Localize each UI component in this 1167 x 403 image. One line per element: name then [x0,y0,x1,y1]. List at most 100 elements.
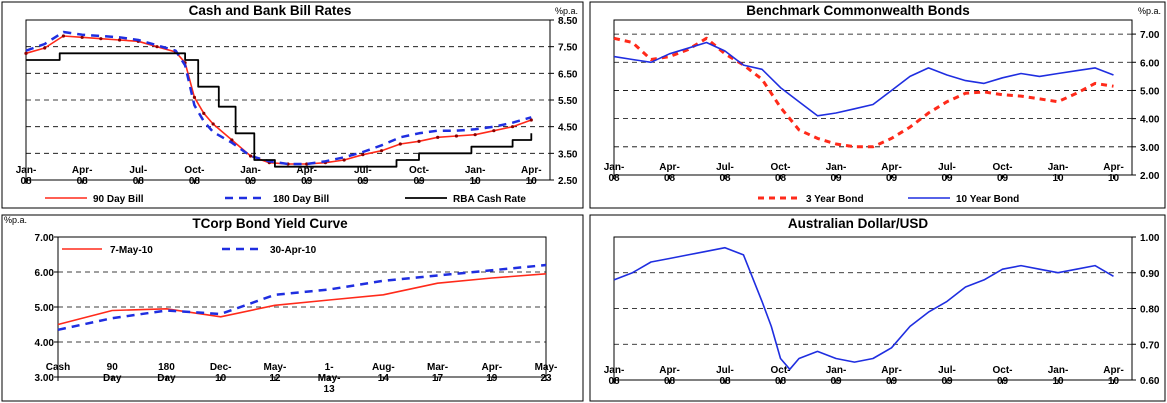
chart-benchmark-commonwealth-bonds: Benchmark Commonwealth Bonds %p.a. 7.00 6.0… [588,0,1167,210]
chart-title: Benchmark Commonwealth Bonds [746,3,970,18]
x-tick-label: Apr-08 [659,365,680,387]
y-tick-label: 0.70 [1140,340,1160,351]
chart-aud-usd: Australian Dollar/USD 1.00 0.90 0.80 0.70 0.6… [588,213,1167,403]
x-tick-label: Jan-08 [16,165,37,187]
series-line-rba-cash-rate [26,52,533,168]
plot-area [613,19,1133,176]
x-tick-label: Jan-10 [1048,365,1069,387]
y-tick-label: 3.00 [1140,143,1160,154]
series-point-90-day-bill [192,95,197,99]
x-tick-label: Apr-08 [659,162,680,184]
x-tick-label: Apr-10 [1103,365,1124,387]
y-tick-label: 0.80 [1140,305,1160,316]
x-tick-label: Oct-08 [771,365,791,387]
y-tick-label: 3.00 [35,373,55,384]
chart-tcorp-bond-yield-curve: TCorp Bond Yield Curve %p.a. 7.00 6.00 5.00 4… [0,213,585,403]
x-tick-label: Apr-09 [881,365,902,387]
y-tick-label: 6.00 [35,268,55,279]
chart-title: Cash and Bank Bill Rates [189,3,352,18]
series-point-90-day-bill [510,125,515,129]
series-point-90-day-bill [454,134,459,138]
y-tick-label: 2.50 [558,176,578,187]
legend-label: 180 Day Bill [273,194,329,205]
y-tick-label: 7.00 [35,233,55,244]
series-point-90-day-bill [155,45,159,49]
x-tick-label: Apr-10 [1103,162,1124,184]
x-tick-label: Apr-10 [521,165,542,187]
chart-title: Australian Dollar/USD [788,216,929,231]
series-point-90-day-bill [436,135,440,139]
y-tick-label: 1.00 [1140,233,1160,244]
x-tick-label: Oct-09 [993,365,1013,387]
series-point-90-day-bill [398,142,402,146]
series-point-90-day-bill [342,158,346,162]
chart-cash-bank-bill-rates: Cash and Bank Bill Rates %p.a. 8.50 7.50 6.5… [0,0,585,210]
x-tick-label: Jul-09 [938,162,956,184]
series-point-90-day-bill [417,139,421,143]
x-tick-label: Jan-09 [240,165,261,187]
legend-label: 3 Year Bond [806,194,864,205]
x-tick-label: May-23 [535,362,558,384]
legend-label: 7-May-10 [110,245,153,256]
y-tick-label: 4.00 [35,338,55,349]
legend-label: RBA Cash Rate [453,194,526,205]
x-tick-label: Jul-08 [716,162,734,184]
x-tick-label: Apr-09 [881,162,902,184]
x-tick-label: Oct-09 [993,162,1013,184]
y-unit-label: %p.a. [4,215,27,225]
series-line-aud-usd [613,246,1114,371]
y-unit-label: %p.a. [555,6,578,16]
series-line-180-day-bill [25,30,532,166]
y-tick-label: 2.00 [1140,171,1160,182]
x-tick-label: 180 Day [157,362,176,384]
y-tick-label: 4.00 [1140,115,1160,126]
x-tick-label: Dec-10 [210,362,232,384]
series-point-90-day-bill [61,34,66,38]
series-line-10-year-bond [613,41,1114,117]
series-point-90-day-bill [473,133,477,137]
series-point-90-day-bill [211,122,215,126]
chart-title: TCorp Bond Yield Curve [192,216,348,231]
legend-label: 90 Day Bill [93,194,144,205]
x-tick-label: Apr-19 [481,362,502,384]
legend-label: 30-Apr-10 [270,245,317,256]
series-point-90-day-bill [379,149,384,153]
y-tick-label: 3.50 [558,149,578,160]
y-tick-label: 6.50 [558,69,578,80]
y-tick-label: 0.90 [1140,269,1160,280]
y-tick-label: 8.50 [558,16,578,27]
series-point-90-day-bill [361,153,365,157]
x-tick-label: Oct-08 [771,162,791,184]
x-tick-label: Jul-08 [716,365,734,387]
y-tick-label: 7.50 [558,43,578,54]
series-point-90-day-bill [248,154,253,158]
x-tick-label: Aug-14 [372,362,395,384]
series-point-90-day-bill [24,51,28,55]
y-tick-label: 0.60 [1140,376,1160,387]
x-tick-label: Jul-08 [129,165,147,187]
x-tick-label: 90 Day [103,362,122,384]
series-line-7-may-10 [57,273,547,326]
series-line-3-year-bond [613,36,1114,149]
x-tick-label: Cash [46,362,70,373]
series-point-90-day-bill [529,118,533,122]
series-point-90-day-bill [202,111,206,115]
cash-bank-svg: Cash and Bank Bill Rates %p.a.8.50 7.50 6.5… [1,1,584,209]
y-tick-label: 5.50 [558,96,578,107]
x-tick-label: Jan-10 [1048,162,1069,184]
y-tick-label: 7.00 [1140,30,1160,41]
x-tick-label: Jan-08 [604,162,625,184]
y-tick-label: 6.00 [1140,58,1160,69]
y-unit-label: %p.a. [1138,6,1161,16]
x-tick-label: Jul-09 [938,365,956,387]
x-tick-label: Oct-08 [184,165,204,187]
y-tick-label: 5.00 [35,303,55,314]
x-tick-label: Jan-09 [826,365,847,387]
x-tick-label: Apr-08 [72,165,93,187]
x-tick-label: Apr-09 [296,165,317,187]
series-point-90-day-bill [492,129,496,133]
series-point-90-day-bill [80,35,84,39]
x-tick-label: Jul-09 [354,165,372,187]
y-tick-label: 4.50 [558,123,578,134]
series-point-90-day-bill [43,46,47,50]
